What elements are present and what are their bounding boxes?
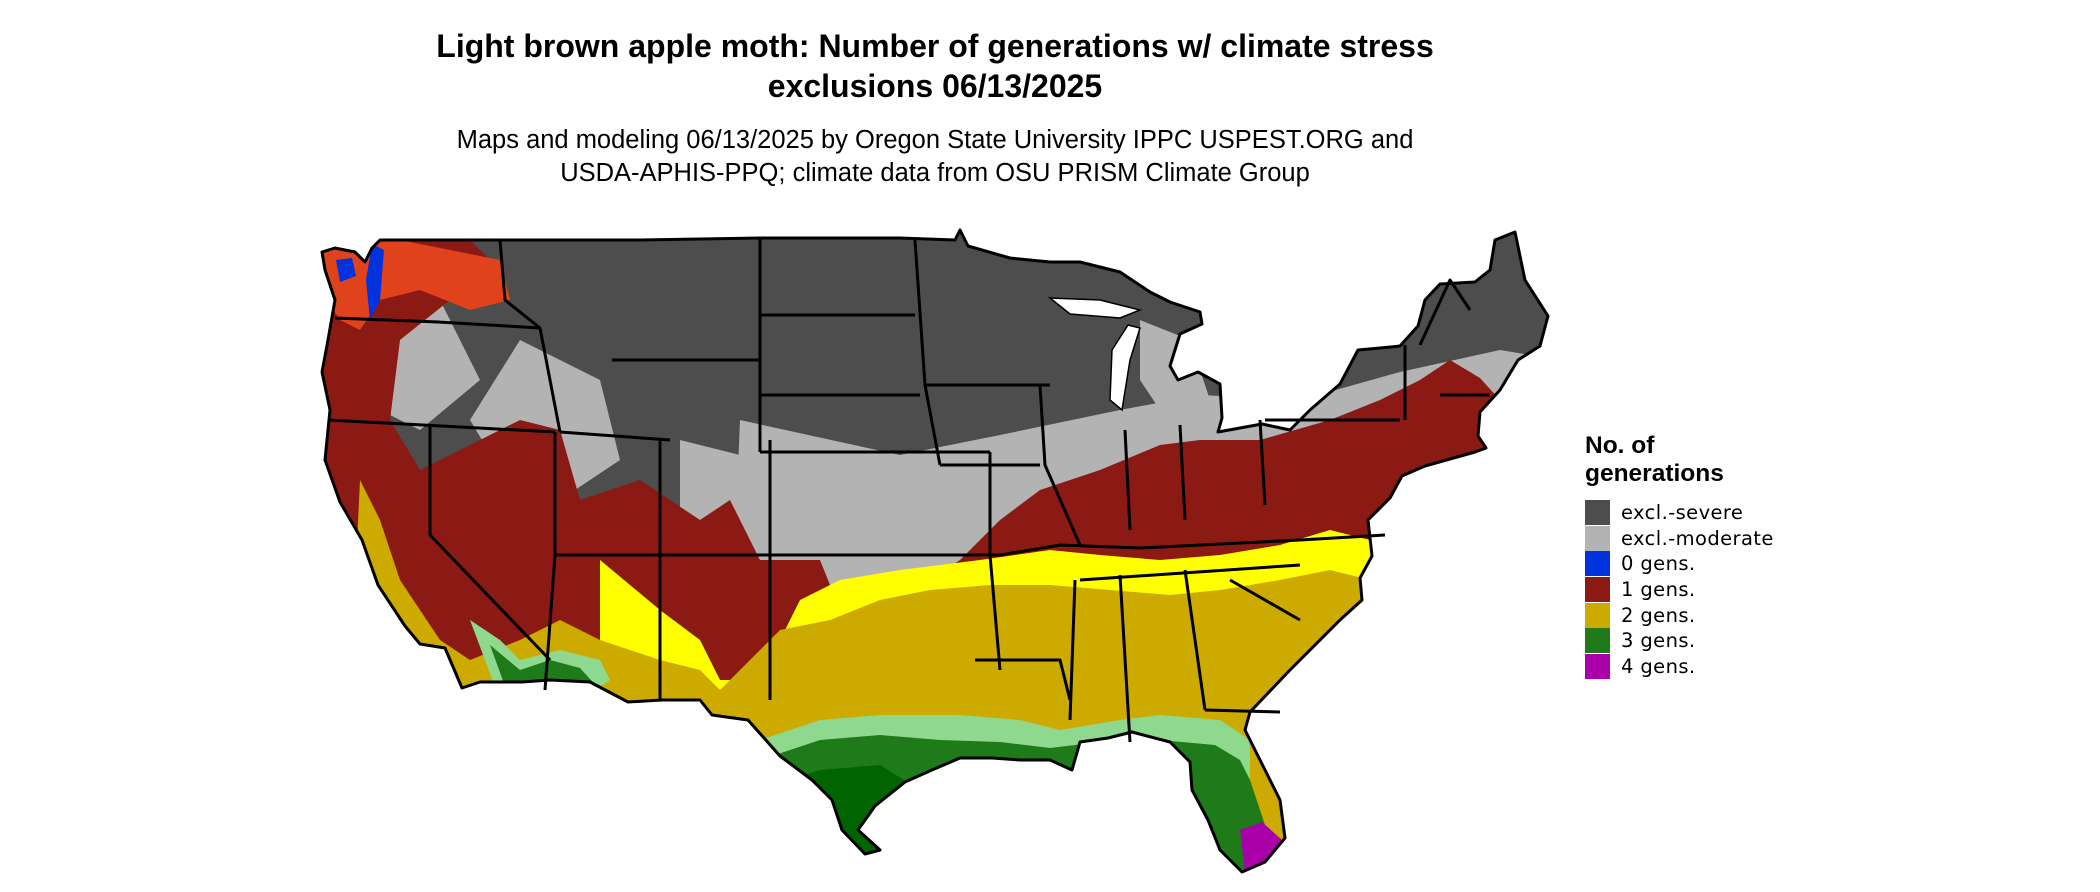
- legend-title: No. of generations: [1585, 432, 1774, 488]
- map-subtitle-line-1: Maps and modeling 06/13/2025 by Oregon S…: [456, 126, 1414, 154]
- border-ar-la: [975, 658, 1072, 701]
- legend-swatch: [1585, 577, 1610, 603]
- legend-label: 4 gens.: [1621, 654, 1696, 678]
- legend-swatch: [1585, 551, 1610, 577]
- legend-label: 1 gens.: [1621, 578, 1696, 602]
- border-ga-sc: [1229, 578, 1301, 622]
- great-lakes: [1047, 297, 1143, 412]
- legend-swatch: [1585, 653, 1610, 679]
- border-vt-nh: [1418, 278, 1472, 346]
- border-ar-tn: [999, 543, 1141, 557]
- legend-title-line-2: generations: [1585, 460, 1724, 487]
- border-ms-west: [1068, 579, 1077, 721]
- zone-0-gens-2: [366, 244, 384, 320]
- legend: No. of generations excl.-severe excl.-mo…: [1585, 432, 1774, 679]
- border-id-ut-wy: [559, 430, 671, 442]
- border-al-ga: [1183, 569, 1207, 711]
- legend-label: 2 gens.: [1621, 603, 1696, 627]
- lake-superior: [1047, 297, 1143, 319]
- border-in-oh: [1178, 424, 1187, 521]
- border-ms-al: [1118, 574, 1132, 743]
- border-tn-south: [1079, 563, 1301, 582]
- legend-label: 3 gens.: [1621, 629, 1696, 653]
- legend-item-4-gens: 4 gens.: [1585, 653, 1774, 680]
- border-ga-fl: [1204, 708, 1281, 714]
- border-il-mo: [1038, 384, 1082, 546]
- border-or-ca-nv: [327, 418, 556, 434]
- map-subtitle: Maps and modeling 06/13/2025 by Oregon S…: [0, 124, 1870, 190]
- legend-swatch: [1585, 525, 1610, 551]
- legend-label: excl.-moderate: [1621, 526, 1774, 550]
- legend-swatch: [1585, 602, 1610, 628]
- legend-item-1-gens: 1 gens.: [1585, 577, 1774, 603]
- legend-label: excl.-severe: [1621, 501, 1744, 525]
- legend-item-excl-moderate: excl.-moderate: [1585, 525, 1774, 552]
- map-title: Light brown apple moth: Number of genera…: [0, 26, 1870, 106]
- border-oh-pa: [1258, 419, 1267, 506]
- map-title-line-1: Light brown apple moth: Number of genera…: [436, 28, 1434, 64]
- border-id: [498, 239, 562, 433]
- border-ca-nv: [428, 426, 552, 662]
- map-subtitle-line-2: USDA-APHIS-PPQ; climate data from OSU PR…: [560, 159, 1310, 187]
- legend-label: 0 gens.: [1621, 552, 1696, 576]
- legend-item-3-gens: 3 gens.: [1585, 628, 1774, 654]
- legend-item-2-gens: 2 gens.: [1585, 602, 1774, 628]
- legend-item-0-gens: 0 gens.: [1585, 551, 1774, 577]
- border-ks-mo-ar: [988, 452, 1002, 671]
- map-title-line-2: exclusions 06/13/2025: [767, 68, 1103, 104]
- legend-item-excl-severe: excl.-severe: [1585, 500, 1774, 526]
- legend-title-line-1: No. of: [1585, 432, 1655, 459]
- lake-michigan: [1109, 324, 1141, 412]
- zone-0-gens-1: [336, 258, 356, 282]
- legend-items: excl.-severe excl.-moderate 0 gens. 1 ge…: [1585, 500, 1774, 679]
- border-tn-ky-va-nc: [1139, 533, 1386, 550]
- border-il-in: [1123, 429, 1132, 531]
- state-boundaries: [320, 228, 1550, 874]
- border-wa-or: [334, 316, 541, 330]
- legend-swatch: [1585, 500, 1610, 526]
- legend-swatch: [1585, 628, 1610, 654]
